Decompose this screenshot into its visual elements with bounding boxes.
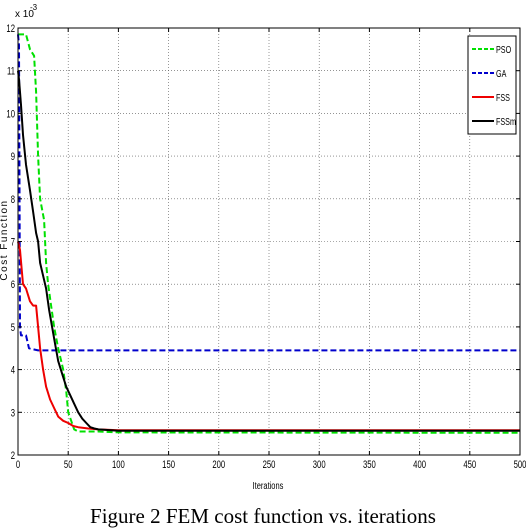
x-tick-label: 350 — [363, 459, 376, 472]
legend-label-fss: FSS — [496, 92, 510, 103]
x-tick-label: 150 — [162, 459, 175, 472]
x-tick-label: 50 — [64, 459, 73, 472]
y-tick-label: 5 — [11, 322, 15, 335]
x-tick-label: 0 — [16, 459, 20, 472]
y-tick-label: 8 — [11, 194, 15, 207]
series-line-pso — [18, 33, 521, 434]
y-exponent-label: -3 — [30, 3, 38, 12]
x-tick-label: 100 — [112, 459, 125, 472]
y-tick-label: 12 — [6, 23, 15, 36]
legend-label-fssm: FSSm — [496, 116, 516, 127]
series-line-fssm — [17, 70, 520, 432]
y-tick-label: 7 — [11, 236, 15, 249]
y-tick-label: 11 — [7, 65, 15, 78]
legend-box — [467, 35, 517, 135]
x-tick-label: 300 — [313, 459, 326, 472]
y-axis-label: Cost Function — [0, 199, 10, 280]
y-tick-label: 2 — [11, 450, 15, 463]
x-tick-label: 400 — [413, 459, 426, 472]
y-tick-label: 6 — [11, 279, 15, 292]
chart: 0 50 100 150 200 250 300 350 400 450 500 2 3 4 5 6 7 8 9 10… — [0, 3, 526, 491]
y-tick-label: 9 — [11, 151, 15, 164]
series-line-fss — [17, 241, 520, 432]
y-multiplier-label: x 10 — [15, 9, 34, 20]
x-tick-label: 250 — [263, 459, 276, 472]
y-tick-label: 4 — [11, 364, 15, 377]
y-tick-label: 10 — [6, 108, 15, 121]
legend-label-pso: PSO — [496, 44, 511, 55]
legend-label-ga: GA — [496, 68, 507, 79]
x-axis-label: Iterations — [253, 480, 284, 491]
x-tick-label: 200 — [212, 459, 225, 472]
x-tick-label: 500 — [514, 459, 526, 472]
figure-caption: Figure 2 FEM cost function vs. iteration… — [90, 504, 436, 528]
y-tick-label: 3 — [11, 407, 15, 420]
x-tick-label: 450 — [463, 459, 476, 472]
